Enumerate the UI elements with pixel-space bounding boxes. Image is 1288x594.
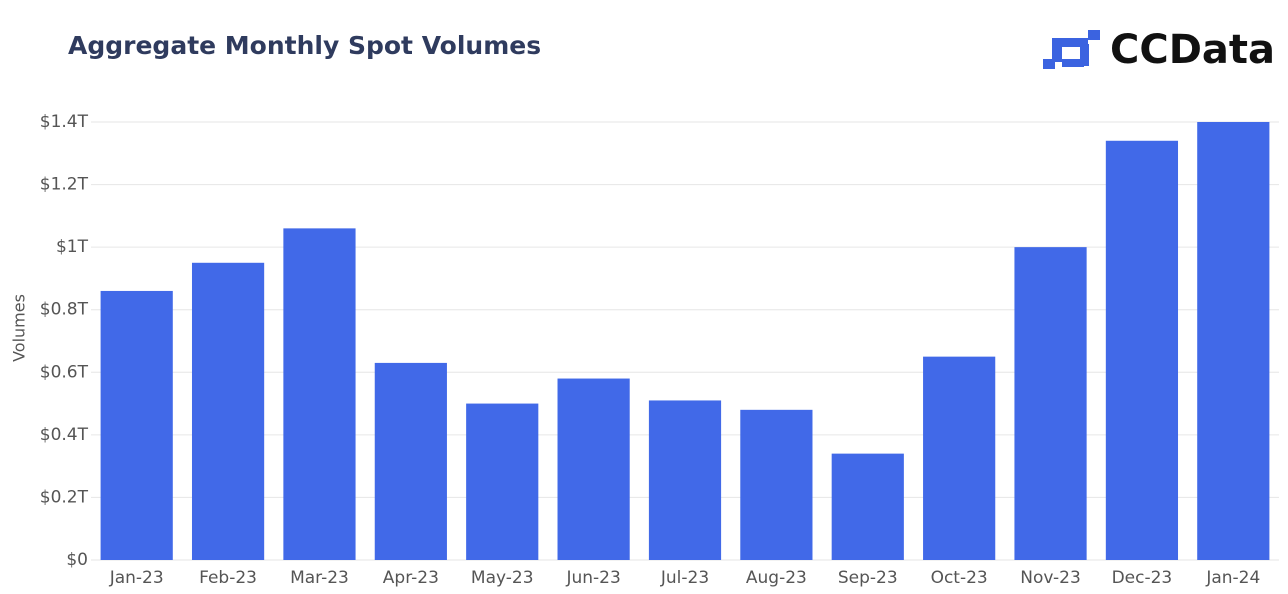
x-tick-label: Aug-23 (746, 568, 807, 588)
logo-icon (1043, 30, 1100, 69)
bar (191, 262, 265, 560)
x-tick-label: Sep-23 (838, 568, 898, 588)
y-tick-label: $0 (66, 550, 88, 570)
bar (466, 403, 539, 560)
bar (923, 356, 996, 560)
y-tick-label: $0.2T (40, 487, 89, 507)
x-tick-label: Nov-23 (1020, 568, 1081, 588)
y-axis-label: Volumes (10, 294, 29, 362)
bar (1197, 122, 1270, 560)
bar (1014, 247, 1087, 560)
y-tick-label: $1.4T (40, 112, 89, 132)
bar (283, 228, 356, 560)
x-tick-label: Feb-23 (199, 568, 257, 588)
x-tick-label: Jun-23 (565, 568, 620, 588)
x-tick-label: Jul-23 (660, 568, 709, 588)
bar (740, 409, 813, 560)
bar (557, 378, 630, 560)
x-tick-label: Dec-23 (1112, 568, 1173, 588)
bar (374, 362, 447, 560)
bar (1105, 140, 1179, 560)
y-tick-label: $0.6T (40, 362, 89, 382)
x-tick-label: Jan-24 (1205, 568, 1260, 588)
x-tick-label: Jan-23 (109, 568, 164, 588)
y-tick-label: $0.8T (40, 300, 89, 320)
bar (100, 290, 173, 560)
y-tick-label: $0.4T (40, 425, 89, 445)
bar (831, 453, 904, 560)
x-tick-label: Apr-23 (383, 568, 439, 588)
x-tick-label: Oct-23 (931, 568, 988, 588)
bar (648, 400, 722, 560)
logo-text: CCData (1110, 27, 1275, 73)
y-tick-label: $1T (56, 237, 89, 257)
x-tick-label: May-23 (471, 568, 534, 588)
y-tick-label: $1.2T (40, 175, 89, 195)
x-tick-label: Mar-23 (290, 568, 349, 588)
chart-title: Aggregate Monthly Spot Volumes (68, 31, 541, 60)
